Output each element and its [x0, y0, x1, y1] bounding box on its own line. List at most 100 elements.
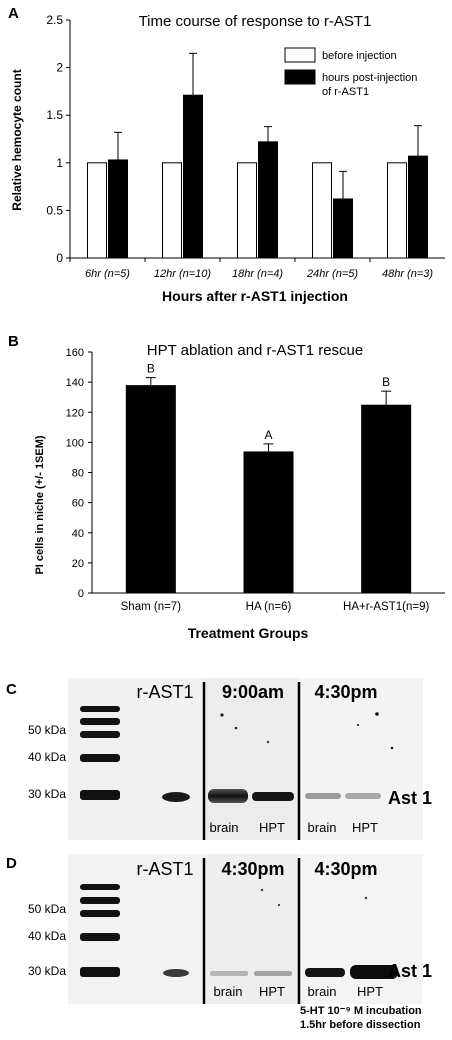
chart-a-legend-label: of r-AST1	[322, 86, 369, 98]
chart-a-bar	[408, 155, 428, 259]
blot-c-lane-brain-am: brain	[210, 820, 239, 835]
blot-c-ladder-band	[80, 706, 120, 712]
chart-b-y-tick-label: 80	[72, 468, 84, 480]
blot-d-speck	[364, 896, 368, 900]
blot-c-band-hpt-am	[252, 792, 294, 801]
panel-c: C r-AST1 9:00am 4:30pm 50 kDa 40 kDa 30 …	[0, 670, 452, 850]
blot-d: D r-AST1 4:30pm 4:30pm 50 kDa 40 kDa 30 …	[6, 854, 432, 1031]
chart-a-y-tick-label: 2.5	[46, 13, 63, 27]
panel-a: A Time course of response to r-AST1 Rela…	[0, 0, 452, 320]
blot-d-ladder-band	[80, 933, 120, 941]
blot-c-marker-50: 50 kDa	[28, 723, 66, 737]
blot-d-header-rast1: r-AST1	[136, 859, 193, 879]
blot-d-marker-30: 30 kDa	[28, 964, 66, 978]
blot-c-lane-hpt-am: HPT	[259, 820, 285, 835]
chart-b-bar	[361, 404, 412, 593]
blot-c-band-label: Ast 1	[388, 788, 432, 808]
blot-d-footnote-line2: 1.5hr before dissection	[300, 1019, 421, 1031]
chart-a-bar	[183, 94, 203, 259]
chart-a-title: Time course of response to r-AST1	[139, 13, 372, 30]
chart-a-y-tick-label: 1.5	[46, 108, 63, 122]
panel-letter-b: B	[8, 333, 19, 350]
chart-a-bar	[162, 162, 182, 259]
chart-a-bar	[108, 159, 128, 259]
panel-letter-a: A	[8, 5, 19, 22]
blot-d-lane-hpt-pm: HPT	[259, 984, 285, 999]
blot-c-speck	[390, 746, 394, 750]
blot-d-footnote-line1: 5-HT 10⁻⁹ M incubation	[300, 1005, 422, 1017]
blot-d-header-right: 4:30pm	[314, 859, 377, 879]
blot-d-band-hpt-pm	[254, 971, 292, 976]
blot-c-band-brain-am	[208, 789, 248, 803]
chart-b-significance-label: A	[264, 428, 272, 442]
chart-a-bar	[387, 162, 407, 259]
blot-d-ladder-band	[80, 967, 120, 977]
blot-d-section-mid	[205, 854, 298, 1004]
blot-d-ladder-band	[80, 897, 120, 904]
blot-c-marker-30: 30 kDa	[28, 787, 66, 801]
chart-a-x-tick-label: 18hr (n=4)	[232, 268, 283, 280]
blot-d-band-brain-5ht	[305, 968, 345, 977]
blot-c-lane-brain-pm: brain	[308, 820, 337, 835]
blot-c-speck	[234, 726, 238, 730]
chart-a: A Time course of response to r-AST1 Rela…	[8, 5, 445, 304]
chart-a-legend-swatch	[284, 69, 316, 85]
blot-d-band-label: Ast 1	[388, 961, 432, 981]
chart-b-bar	[243, 451, 294, 593]
chart-a-x-tick-label: 48hr (n=3)	[382, 268, 433, 280]
blot-c: C r-AST1 9:00am 4:30pm 50 kDa 40 kDa 30 …	[6, 678, 432, 840]
chart-b-xlabel: Treatment Groups	[188, 625, 309, 641]
blot-c-speck	[356, 723, 360, 727]
chart-a-bar	[87, 162, 107, 259]
chart-a-x-tick-label: 12hr (n=10)	[154, 268, 212, 280]
blot-d-band-hpt-5ht	[350, 965, 398, 979]
blot-c-header-right: 4:30pm	[314, 682, 377, 702]
chart-a-bar	[258, 141, 278, 259]
blot-d-band-brain-pm	[210, 971, 248, 976]
blot-d-lane-brain-5ht: brain	[308, 984, 337, 999]
blot-d-lane-hpt-5ht: HPT	[357, 984, 383, 999]
chart-b-significance-label: B	[147, 362, 155, 376]
chart-b: B HPT ablation and r-AST1 rescue PI cell…	[8, 333, 445, 641]
chart-b-significance-label: B	[382, 375, 390, 389]
chart-b-y-tick-label: 20	[72, 558, 84, 570]
blot-c-band-hpt-pm	[345, 793, 381, 799]
chart-b-title: HPT ablation and r-AST1 rescue	[147, 342, 364, 359]
chart-a-ylabel: Relative hemocyte count	[10, 69, 24, 210]
chart-b-y-tick-label: 160	[66, 347, 84, 359]
panel-letter-d: D	[6, 855, 17, 872]
chart-b-y-tick-label: 40	[72, 528, 84, 540]
chart-b-y-tick-label: 120	[66, 407, 84, 419]
chart-a-y-tick-label: 1	[56, 156, 63, 170]
chart-a-legend-label: before injection	[322, 50, 397, 62]
blot-d-ladder-band	[80, 884, 120, 890]
panel-d: D r-AST1 4:30pm 4:30pm 50 kDa 40 kDa 30 …	[0, 850, 452, 1035]
blot-c-band-brain-pm	[305, 793, 341, 799]
blot-d-lane-brain-pm: brain	[214, 984, 243, 999]
chart-a-bar	[312, 162, 332, 259]
blot-d-header-mid: 4:30pm	[221, 859, 284, 879]
chart-a-bar	[333, 198, 353, 259]
chart-a-y-tick-label: 0.5	[46, 203, 63, 217]
chart-b-y-tick-label: 140	[66, 377, 84, 389]
blot-c-ladder-band	[80, 754, 120, 762]
blot-c-header-mid: 9:00am	[222, 682, 284, 702]
panel-letter-c: C	[6, 681, 17, 698]
blot-c-speck	[220, 713, 224, 717]
chart-a-legend-label: hours post-injection	[322, 72, 417, 84]
chart-a-legend-swatch	[284, 47, 316, 63]
blot-c-lane-hpt-pm: HPT	[352, 820, 378, 835]
chart-b-x-tick-label: HA (n=6)	[246, 601, 292, 613]
chart-a-y-tick-label: 2	[56, 61, 63, 75]
blot-c-speck	[266, 740, 270, 744]
blot-c-rast1-band	[162, 792, 190, 802]
chart-b-x-tick-label: Sham (n=7)	[121, 601, 182, 613]
chart-b-y-tick-label: 100	[66, 437, 84, 449]
blot-c-ladder-band	[80, 731, 120, 738]
chart-a-y-tick-label: 0	[56, 251, 63, 265]
blot-c-header-rast1: r-AST1	[136, 682, 193, 702]
chart-a-xlabel: Hours after r-AST1 injection	[162, 288, 348, 304]
blot-d-marker-50: 50 kDa	[28, 902, 66, 916]
chart-b-bar	[125, 385, 176, 593]
blot-d-speck	[260, 888, 264, 892]
